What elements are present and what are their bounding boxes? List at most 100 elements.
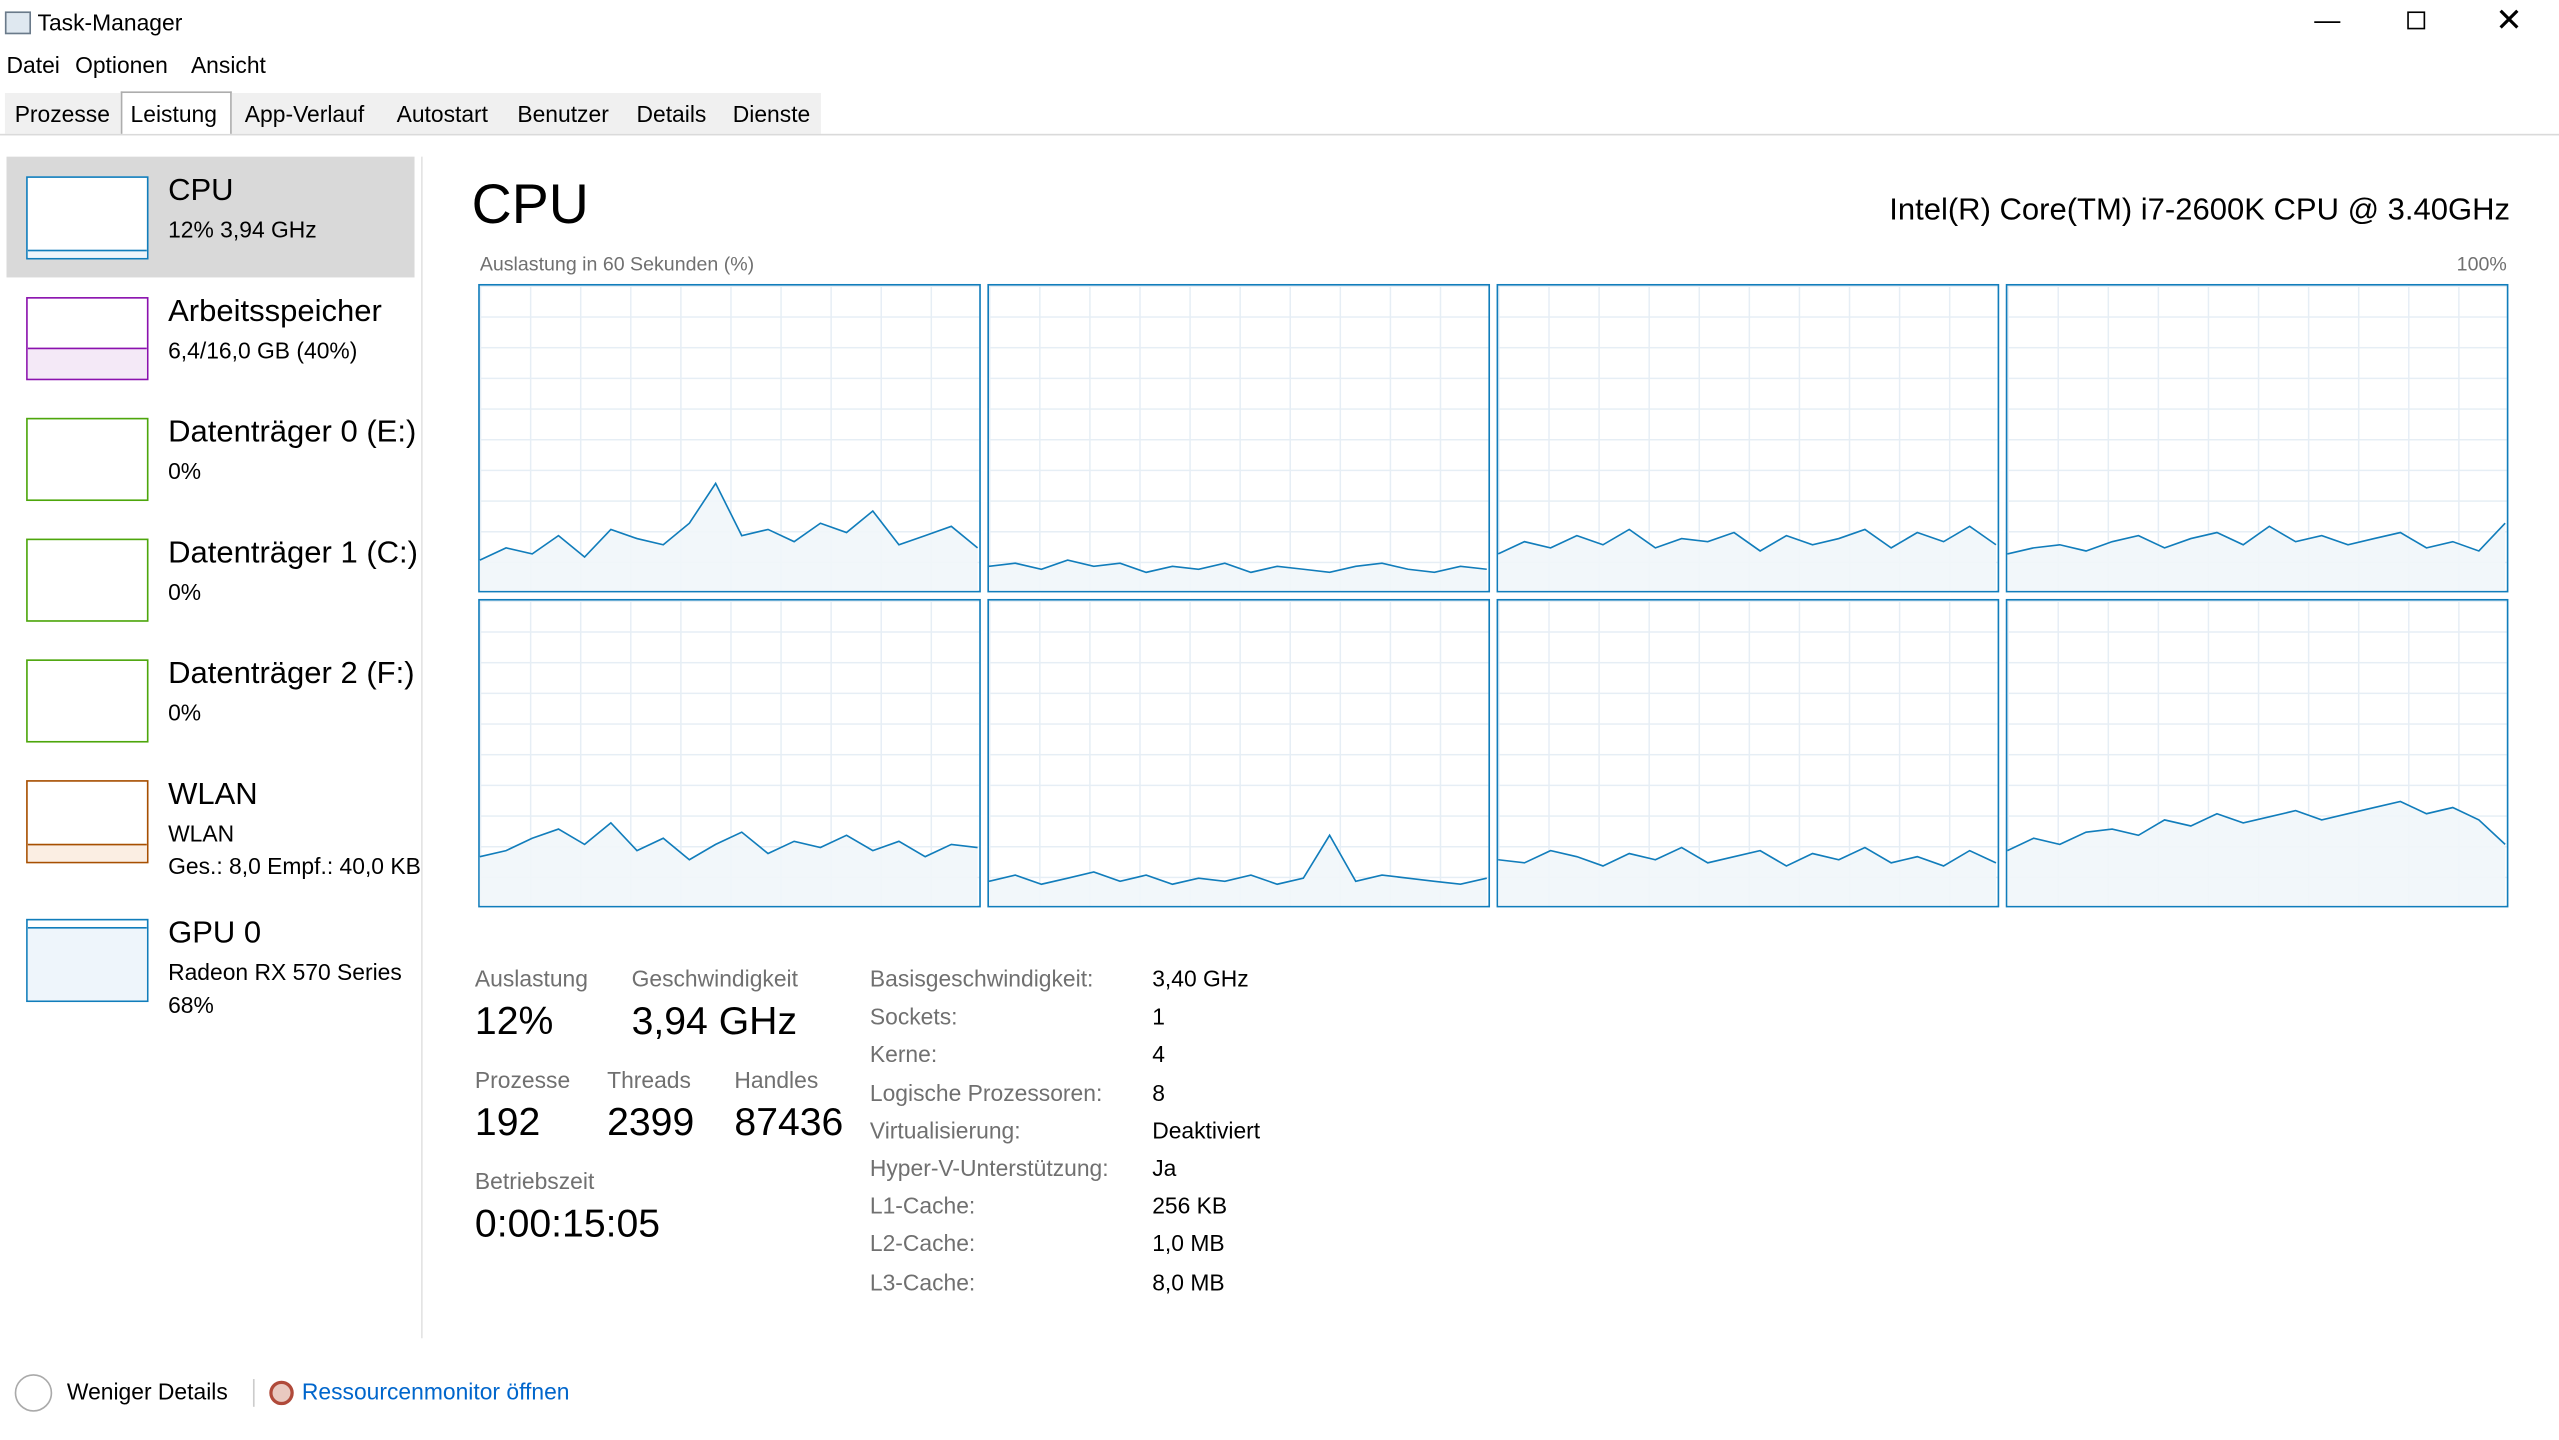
core-usage-line [988, 559, 1487, 574]
info-label: L3-Cache: [869, 1268, 976, 1295]
sidebar-thumbnail [26, 659, 149, 743]
info-value: 1,0 MB [1152, 1230, 1225, 1257]
core-usage-area [1498, 847, 1996, 906]
close-button[interactable]: ✕ [2495, 3, 2523, 40]
core-usage-area [479, 822, 978, 906]
info-label: L1-Cache: [869, 1192, 976, 1219]
menu-item[interactable]: Ansicht [190, 51, 266, 78]
restore-button[interactable] [2407, 11, 2426, 30]
graph-label: Auslastung in 60 Sekunden (%) [479, 252, 755, 276]
info-label: Hyper-V-Unterstützung: [869, 1154, 1109, 1181]
sidebar-item-detail: 0% [168, 457, 202, 485]
core-usage-area [989, 560, 1487, 591]
core-graph [987, 598, 1491, 908]
sidebar-item-detail: 12% 3,94 GHz [168, 216, 317, 243]
stat-label: Betriebszeit [474, 1167, 595, 1194]
stat-value: 192 [474, 1100, 541, 1146]
thumbnail-fill [27, 926, 147, 1001]
sidebar-thumbnail [26, 417, 149, 502]
sidebar-item-name[interactable]: Datenträger 0 (E:) [168, 415, 417, 450]
sidebar-item-name[interactable]: WLAN [168, 777, 258, 813]
info-label: L2-Cache: [869, 1230, 976, 1257]
core-usage-line [479, 821, 978, 861]
core-usage-area [989, 835, 1487, 906]
core-graph [987, 283, 1491, 593]
tab[interactable]: Autostart [396, 100, 489, 127]
core-usage-area [1498, 526, 1996, 591]
stat-value: 87436 [734, 1100, 844, 1146]
sidebar-thumbnail [26, 538, 149, 622]
info-value: Deaktiviert [1152, 1116, 1261, 1144]
footer-separator [252, 1379, 255, 1407]
sidebar-item-detail: 0% [168, 699, 202, 726]
less-details-link[interactable]: Weniger Details [66, 1378, 228, 1405]
minimize-button[interactable]: — [2314, 7, 2341, 35]
info-value: 1 [1152, 1003, 1165, 1030]
sidebar-item-detail: Radeon RX 570 Series [168, 958, 402, 986]
info-label: Logische Prozessoren: [869, 1079, 1103, 1106]
stat-value: 3,94 GHz [631, 999, 798, 1044]
sidebar-item-name[interactable]: Datenträger 1 (C:) [168, 536, 419, 571]
info-label: Sockets: [869, 1003, 958, 1030]
core-usage-area [479, 483, 978, 591]
resource-monitor-icon [269, 1380, 294, 1406]
sidebar-item-detail: 0% [168, 578, 202, 605]
core-usage-line [2007, 800, 2506, 852]
info-label: Kerne: [869, 1041, 938, 1068]
info-value: 3,40 GHz [1152, 965, 1249, 992]
info-value: 8 [1152, 1079, 1165, 1106]
collapse-icon[interactable] [14, 1374, 53, 1412]
tab[interactable]: Leistung [130, 100, 217, 127]
thumbnail-fill [27, 249, 147, 258]
stat-value: 0:00:15:05 [474, 1202, 661, 1247]
tab[interactable]: Benutzer [517, 100, 609, 127]
sidebar-item-detail: WLAN [168, 820, 235, 847]
tab[interactable]: Prozesse [14, 100, 110, 127]
sidebar-item-name[interactable]: CPU [168, 173, 234, 209]
stat-label: Threads [607, 1066, 691, 1093]
window-title: Task-Manager [37, 9, 183, 36]
tab-underline [0, 133, 2559, 136]
sidebar-item-detail: Ges.: 8,0 Empf.: 40,0 KB [168, 852, 421, 880]
stat-label: Prozesse [474, 1066, 571, 1093]
thumbnail-fill [27, 347, 147, 379]
cpu-model: Intel(R) Core(TM) i7-2600K CPU @ 3.40GHz [1889, 193, 2511, 228]
sidebar-item-detail: 6,4/16,0 GB (40%) [168, 337, 358, 364]
info-value: 256 KB [1152, 1192, 1228, 1219]
stat-label: Geschwindigkeit [631, 965, 798, 992]
performance-title: CPU [471, 173, 589, 236]
core-usage-area [2007, 801, 2506, 906]
sidebar-item-name[interactable]: GPU 0 [168, 916, 262, 951]
sidebar-item-name[interactable]: Arbeitsspeicher [168, 294, 382, 330]
sidebar-item-detail: 68% [168, 991, 214, 1018]
sidebar-thumbnail [26, 918, 149, 1003]
sidebar-thumbnail [26, 780, 149, 864]
info-value: 8,0 MB [1152, 1268, 1225, 1295]
info-value: Ja [1152, 1154, 1177, 1181]
app-icon [4, 11, 32, 35]
resource-monitor-link[interactable]: Ressourcenmonitor öffnen [301, 1378, 570, 1405]
active-tab [120, 91, 232, 134]
stat-label: Auslastung [474, 965, 588, 992]
tab[interactable]: App-Verlauf [244, 100, 365, 127]
stat-value: 2399 [607, 1100, 695, 1146]
thumbnail-fill [27, 843, 147, 862]
core-usage-line [1498, 846, 1997, 867]
menu-item[interactable]: Datei [6, 51, 60, 78]
info-label: Basisgeschwindigkeit: [869, 965, 1094, 992]
core-usage-line [479, 481, 979, 561]
sidebar-thumbnail [26, 176, 149, 260]
tab[interactable]: Dienste [732, 100, 811, 127]
menu-item[interactable]: Optionen [75, 51, 168, 78]
core-usage-area [2007, 523, 2506, 591]
tab[interactable]: Details [636, 100, 707, 127]
info-label: Virtualisierung: [869, 1116, 1021, 1144]
core-usage-line [2007, 522, 2506, 555]
sidebar-item-name[interactable]: Datenträger 2 (F:) [168, 657, 415, 692]
sidebar-divider [421, 156, 423, 1339]
info-value: 4 [1152, 1041, 1165, 1068]
graph-max-label: 100% [2456, 252, 2507, 276]
stat-label: Handles [734, 1066, 819, 1093]
